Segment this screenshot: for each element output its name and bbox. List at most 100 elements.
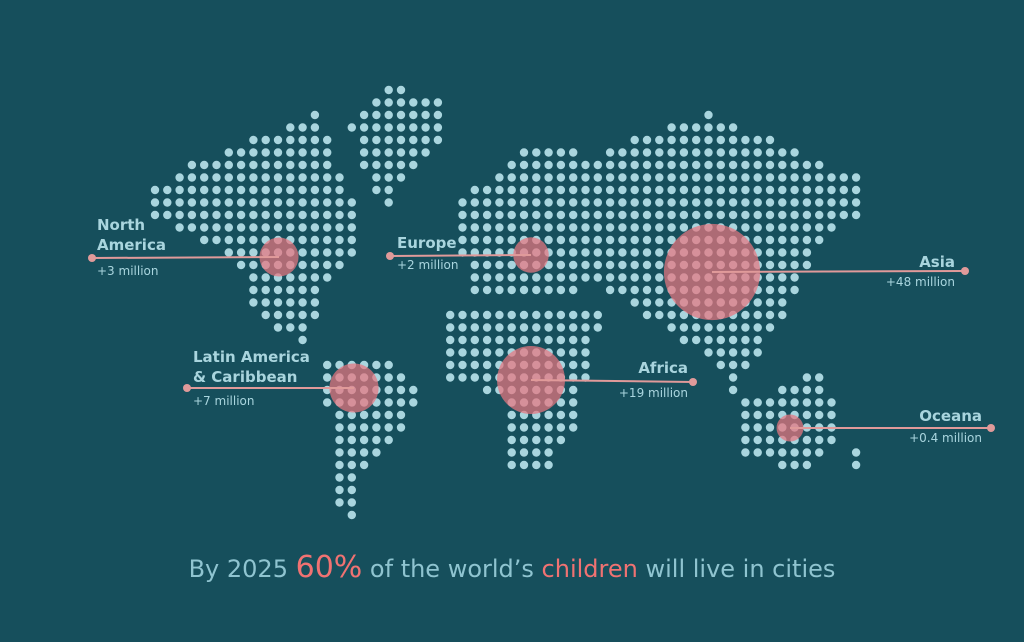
map-dot (790, 185, 799, 195)
map-dot (569, 210, 578, 220)
map-dot (581, 248, 590, 257)
map-dot (716, 210, 725, 220)
map-dot (556, 335, 566, 345)
map-dot (851, 173, 861, 182)
map-dot (569, 198, 578, 207)
map-dot (323, 373, 332, 382)
map-dot (409, 148, 418, 157)
map-dot (286, 273, 295, 282)
map-dot (310, 310, 320, 320)
map-dot (372, 123, 381, 132)
map-dot (618, 210, 627, 220)
map-dot (618, 248, 627, 257)
map-dot (286, 185, 295, 195)
map-dot (359, 148, 369, 157)
map-dot (605, 185, 615, 195)
map-dot (728, 323, 738, 332)
map-dot (765, 285, 775, 295)
map-dot (778, 285, 787, 295)
map-dot (249, 235, 258, 245)
map-dot (581, 273, 590, 282)
map-dot (765, 273, 775, 282)
map-dot (175, 173, 184, 182)
map-dot (507, 460, 516, 470)
map-dot (556, 285, 566, 295)
map-dot (815, 185, 824, 195)
map-dot (261, 285, 270, 295)
map-dot (790, 248, 799, 257)
map-dot (384, 148, 393, 157)
map-dot (569, 173, 578, 182)
map-dot (421, 148, 430, 157)
map-dot (556, 398, 566, 407)
map-dot (765, 210, 775, 220)
map-dot (655, 173, 664, 182)
map-dot (815, 210, 824, 220)
map-dot (482, 198, 492, 207)
map-dot (396, 423, 406, 432)
map-dot (495, 185, 504, 195)
map-dot (778, 223, 787, 232)
map-dot (655, 135, 664, 145)
map-dot (605, 285, 615, 295)
map-dot (433, 123, 443, 132)
map-dot (728, 173, 738, 182)
map-dot (765, 223, 775, 232)
map-dot (741, 448, 750, 457)
map-dot (396, 123, 406, 132)
region-value: +0.4 million (909, 431, 982, 445)
map-dot (286, 323, 295, 332)
map-dot (765, 323, 775, 332)
map-dot (593, 273, 602, 282)
caption: By 2025 60% of the world’s children will… (0, 550, 1024, 585)
map-dot (495, 235, 504, 245)
map-dot (728, 335, 738, 345)
map-dot (384, 398, 393, 407)
map-dot (655, 198, 664, 207)
map-dot (790, 260, 799, 270)
map-dot (569, 273, 578, 282)
map-dot (544, 310, 553, 320)
map-dot (532, 223, 541, 232)
map-dot (224, 235, 233, 245)
map-dot (323, 198, 332, 207)
map-dot (692, 323, 701, 332)
map-dot (581, 185, 590, 195)
map-dot (569, 385, 578, 395)
map-dot (150, 210, 160, 220)
map-dot (347, 248, 356, 257)
map-dot (556, 348, 566, 357)
map-dot (409, 160, 418, 170)
map-dot (298, 148, 307, 157)
map-dot (224, 248, 233, 257)
map-dot (482, 210, 492, 220)
region-name: Latin America & Caribbean (193, 348, 310, 386)
map-dot (605, 223, 615, 232)
map-dot (630, 148, 639, 157)
map-dot (458, 210, 467, 220)
map-dot (741, 160, 750, 170)
map-dot (261, 185, 270, 195)
map-dot (728, 135, 738, 145)
map-dot (679, 123, 689, 132)
map-dot (298, 185, 307, 195)
map-dot (581, 310, 590, 320)
map-dot (778, 310, 787, 320)
map-dot (827, 185, 836, 195)
map-dot (224, 198, 233, 207)
map-dot (470, 185, 479, 195)
map-dot (335, 248, 344, 257)
map-dot (741, 210, 750, 220)
map-dot (655, 285, 664, 295)
map-dot (495, 198, 504, 207)
map-dot (667, 323, 676, 332)
map-dot (581, 160, 590, 170)
map-dot (790, 460, 799, 470)
map-dot (187, 198, 197, 207)
map-dot (642, 298, 652, 307)
map-dot (544, 460, 553, 470)
map-dot (298, 260, 307, 270)
map-dot (519, 148, 529, 157)
map-dot (728, 185, 738, 195)
map-dot (815, 448, 824, 457)
